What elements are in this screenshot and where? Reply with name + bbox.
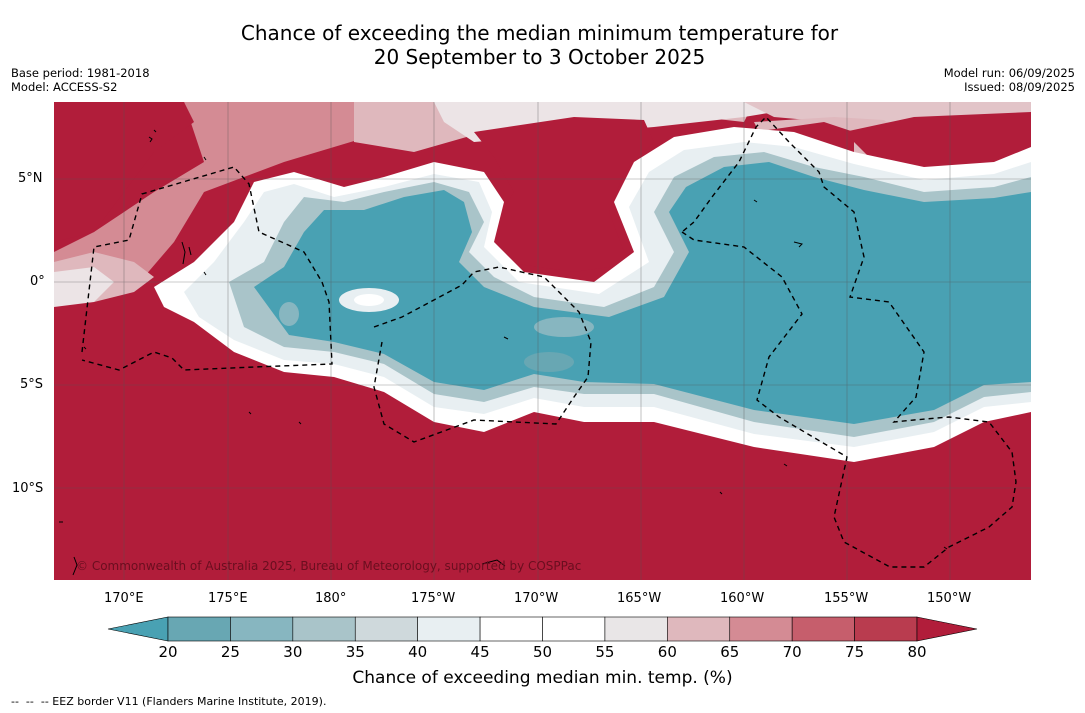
lon-label-170e: 170°E bbox=[104, 591, 144, 606]
colorbar-cells bbox=[167, 616, 918, 642]
colorbar-over-triangle bbox=[916, 616, 978, 642]
moderate-region-north bbox=[54, 102, 1031, 292]
colorbar-tick-label: 60 bbox=[657, 643, 677, 661]
lon-label-160w: 160°W bbox=[720, 591, 765, 606]
colorbar-cell bbox=[479, 616, 543, 642]
colorbar-cell bbox=[167, 616, 231, 642]
copyright-credit: © Commonwealth of Australia 2025, Bureau… bbox=[76, 559, 581, 573]
eez-legend: -- -- -- EEZ border V11 (Flanders Marine… bbox=[11, 695, 327, 708]
colorbar-tick-label: 30 bbox=[283, 643, 303, 661]
meta-right: Model run: 06/09/2025 Issued: 08/09/2025 bbox=[944, 66, 1075, 94]
colorbar-cell bbox=[542, 616, 606, 642]
map-canvas: © Commonwealth of Australia 2025, Bureau… bbox=[54, 102, 1031, 580]
model-text: Model: ACCESS-S2 bbox=[11, 80, 118, 94]
colorbar-tick-label: 80 bbox=[907, 643, 927, 661]
low-probability-region bbox=[254, 162, 1031, 424]
colorbar-cell bbox=[667, 616, 731, 642]
colorbar-tick-label: 55 bbox=[595, 643, 615, 661]
base-period-text: Base period: 1981-2018 bbox=[11, 66, 150, 80]
lat-label-eq: 0° bbox=[30, 274, 45, 289]
model-run-text: Model run: 06/09/2025 bbox=[943, 66, 1075, 80]
colorbar-tick-label: 50 bbox=[532, 643, 553, 661]
colorbar-cell bbox=[417, 616, 481, 642]
colorbar-tick-label: 65 bbox=[720, 643, 740, 661]
colorbar-cell bbox=[354, 616, 418, 642]
eez-borders bbox=[81, 115, 1017, 568]
lat-label-10s: 10°S bbox=[12, 481, 44, 496]
island-outlines bbox=[59, 129, 948, 576]
lon-label-175w: 175°W bbox=[411, 591, 456, 606]
colorbar-cell bbox=[292, 616, 356, 642]
colorbar-cell bbox=[729, 616, 793, 642]
colorbar-tick-label: 35 bbox=[345, 643, 365, 661]
colorbar-title: Chance of exceeding median min. temp. (%… bbox=[352, 668, 733, 688]
lon-label-170w: 170°W bbox=[514, 591, 559, 606]
colorbar-tick-label: 40 bbox=[408, 643, 428, 661]
issued-text: Issued: 08/09/2025 bbox=[964, 80, 1075, 94]
title-line-1: Chance of exceeding the median minimum t… bbox=[240, 21, 839, 45]
colorbar-cell bbox=[854, 616, 918, 642]
colorbar-tick-label: 20 bbox=[158, 643, 178, 661]
colorbar-under-triangle bbox=[107, 616, 169, 642]
lat-label-5s: 5°S bbox=[20, 377, 44, 392]
colorbar-tick-label: 25 bbox=[220, 643, 240, 661]
lon-label-150w: 150°W bbox=[927, 591, 972, 606]
lon-label-180: 180° bbox=[315, 591, 347, 606]
colorbar-tick-label: 75 bbox=[845, 643, 865, 661]
colorbar-tick-label: 45 bbox=[470, 643, 490, 661]
lon-label-155w: 155°W bbox=[824, 591, 869, 606]
meta-left: Base period: 1981-2018 Model: ACCESS-S2 bbox=[11, 66, 150, 94]
colorbar-tick-label: 70 bbox=[782, 643, 802, 661]
graticule bbox=[54, 102, 1031, 580]
lat-label-5n: 5°N bbox=[18, 171, 43, 186]
chart-title: Chance of exceeding the median minimum t… bbox=[0, 21, 1082, 69]
title-line-2: 20 September to 3 October 2025 bbox=[373, 45, 706, 69]
colorbar-cell bbox=[604, 616, 668, 642]
colorbar-cell bbox=[791, 616, 855, 642]
forecast-map[interactable]: © Commonwealth of Australia 2025, Bureau… bbox=[54, 102, 1031, 580]
lon-label-175e: 175°E bbox=[208, 591, 248, 606]
colorbar-cell bbox=[230, 616, 294, 642]
lon-label-165w: 165°W bbox=[617, 591, 662, 606]
